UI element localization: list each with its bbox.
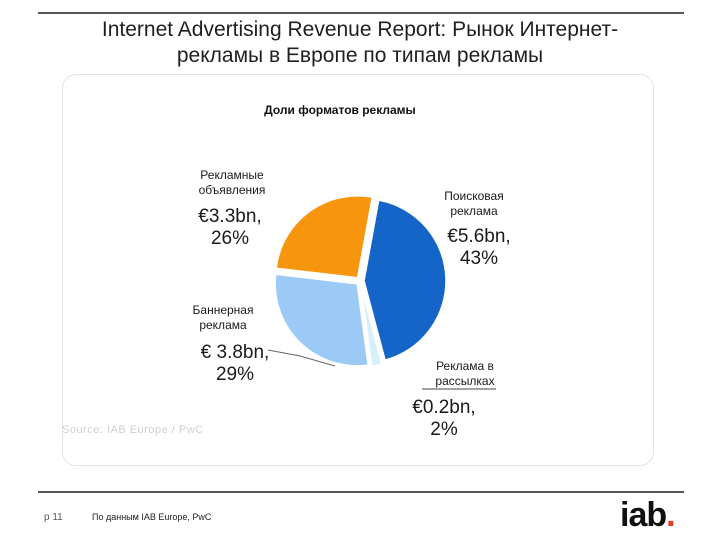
chart-title: Доли форматов рекламы (264, 103, 416, 117)
label-ads-name: Рекламные объявления (180, 168, 284, 198)
label-banner-value-amount: € 3.8bn, (200, 342, 270, 363)
label-search-value-amount: €5.6bn, (447, 226, 511, 247)
slide-title: Internet Advertising Revenue Report: Рын… (20, 17, 700, 69)
source-note-obscured: Source: IAB Europe / PwC (62, 424, 204, 436)
label-search-name-line1: Поисковая (444, 189, 504, 203)
label-ads-value-amount: €3.3bn, (198, 206, 262, 227)
slide-title-line-1: Internet Advertising Revenue Report: Рын… (101, 18, 619, 41)
slice-email (360, 284, 383, 368)
label-email-value-percent: 2% (430, 419, 458, 440)
label-search-value-percent: 43% (459, 248, 499, 269)
slide-title-line-2: рекламы в Европе по типам рекламы (176, 44, 544, 67)
page-number: p 11 (44, 512, 63, 523)
label-banner-name-line1: Баннерная (192, 303, 254, 317)
label-ads-name-line2: объявления (198, 183, 266, 197)
label-email-value-amount: €0.2bn, (412, 397, 476, 418)
iab-logo: iab. (620, 496, 676, 535)
iab-logo-dot: . (666, 496, 676, 534)
label-email-value: €0.2bn, 2% (394, 397, 494, 441)
label-search-name-line2: реклама (450, 204, 498, 218)
leader-line-banner (267, 349, 336, 367)
top-rule (38, 12, 684, 14)
label-banner-value: € 3.8bn, 29% (180, 342, 290, 386)
label-ads-value: €3.3bn, 26% (175, 206, 285, 250)
slice-search (363, 199, 447, 362)
label-email-name-line2: рассылках (435, 374, 495, 388)
label-banner-name: Баннерная реклама (178, 303, 268, 333)
bottom-rule (38, 491, 684, 493)
footnote: По данным IAB Europe, PwC (92, 512, 212, 522)
label-search-name: Поисковая реклама (424, 189, 524, 219)
label-ads-value-percent: 26% (210, 228, 250, 249)
label-email-name-line1: Реклама в (436, 359, 494, 373)
iab-logo-text: iab (620, 496, 667, 534)
label-search-value: €5.6bn, 43% (424, 226, 534, 270)
slice-banner (274, 273, 370, 367)
label-email-name: Реклама в рассылках (415, 359, 515, 389)
label-banner-name-line2: реклама (199, 318, 247, 332)
slice-ads (275, 195, 374, 279)
label-ads-name-line1: Рекламные (200, 168, 264, 182)
label-banner-value-percent: 29% (215, 364, 255, 385)
